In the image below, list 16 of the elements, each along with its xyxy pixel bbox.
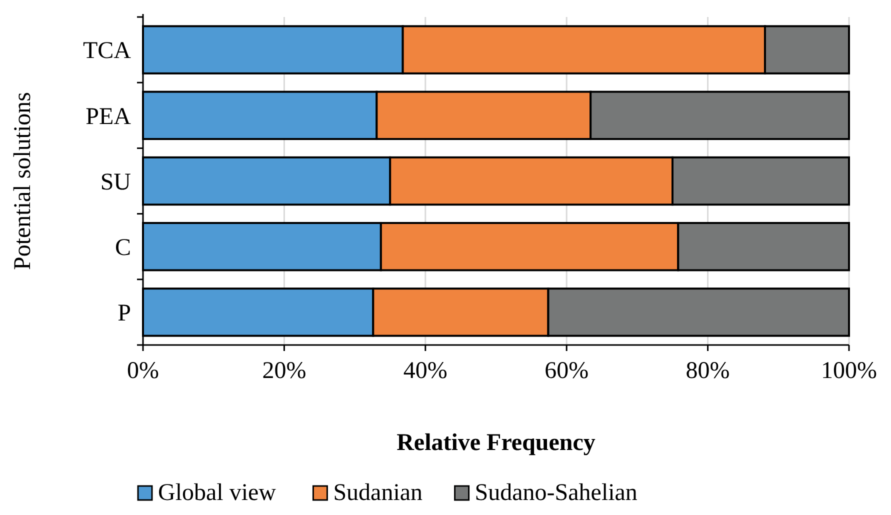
y-tick-label: P bbox=[118, 300, 131, 327]
x-tick-label: 60% bbox=[544, 358, 589, 384]
x-axis-title: Relative Frequency bbox=[396, 430, 596, 456]
x-tick-label: 40% bbox=[403, 358, 448, 384]
legend-label: Sudanian bbox=[333, 480, 423, 506]
x-tick-label: 80% bbox=[686, 358, 730, 384]
y-tick-label: TCA bbox=[83, 38, 132, 64]
y-tick-label: SU bbox=[100, 169, 131, 196]
y-axis-title: Potential solutions bbox=[10, 92, 36, 270]
y-tick-label: C bbox=[114, 235, 131, 261]
legend-label: Sudano-Sahelian bbox=[474, 480, 638, 506]
x-tick-label: 100% bbox=[821, 358, 877, 384]
x-tick-label: 20% bbox=[262, 358, 306, 384]
y-tick-label: PEA bbox=[86, 104, 132, 130]
legend-label: Global view bbox=[158, 480, 277, 506]
x-tick-label: 0% bbox=[127, 358, 159, 384]
